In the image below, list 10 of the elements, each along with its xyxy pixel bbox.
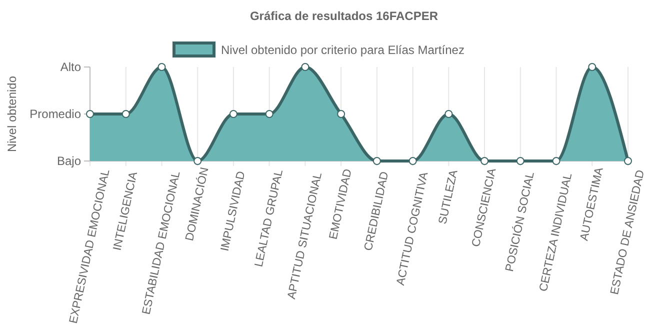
category-label: Promedio xyxy=(30,107,81,121)
x-tick-label: ESTADO DE ANSIEDAD xyxy=(608,169,648,296)
category-label: Bajo xyxy=(56,154,81,168)
y-axis-title: Nivel obtenido xyxy=(5,76,19,152)
x-tick-label: LEALTAD GRUPAL xyxy=(253,168,286,268)
legend-label: Nivel obtenido por criterio para Elías Martínez xyxy=(221,43,464,57)
category-label: Alto xyxy=(60,60,81,74)
x-tick-label: POSICIÓN SOCIAL xyxy=(502,170,537,273)
x-tick-label: SUTILEZA xyxy=(437,168,460,226)
chart-title: Gráfica de resultados 16FACPER xyxy=(250,9,438,23)
